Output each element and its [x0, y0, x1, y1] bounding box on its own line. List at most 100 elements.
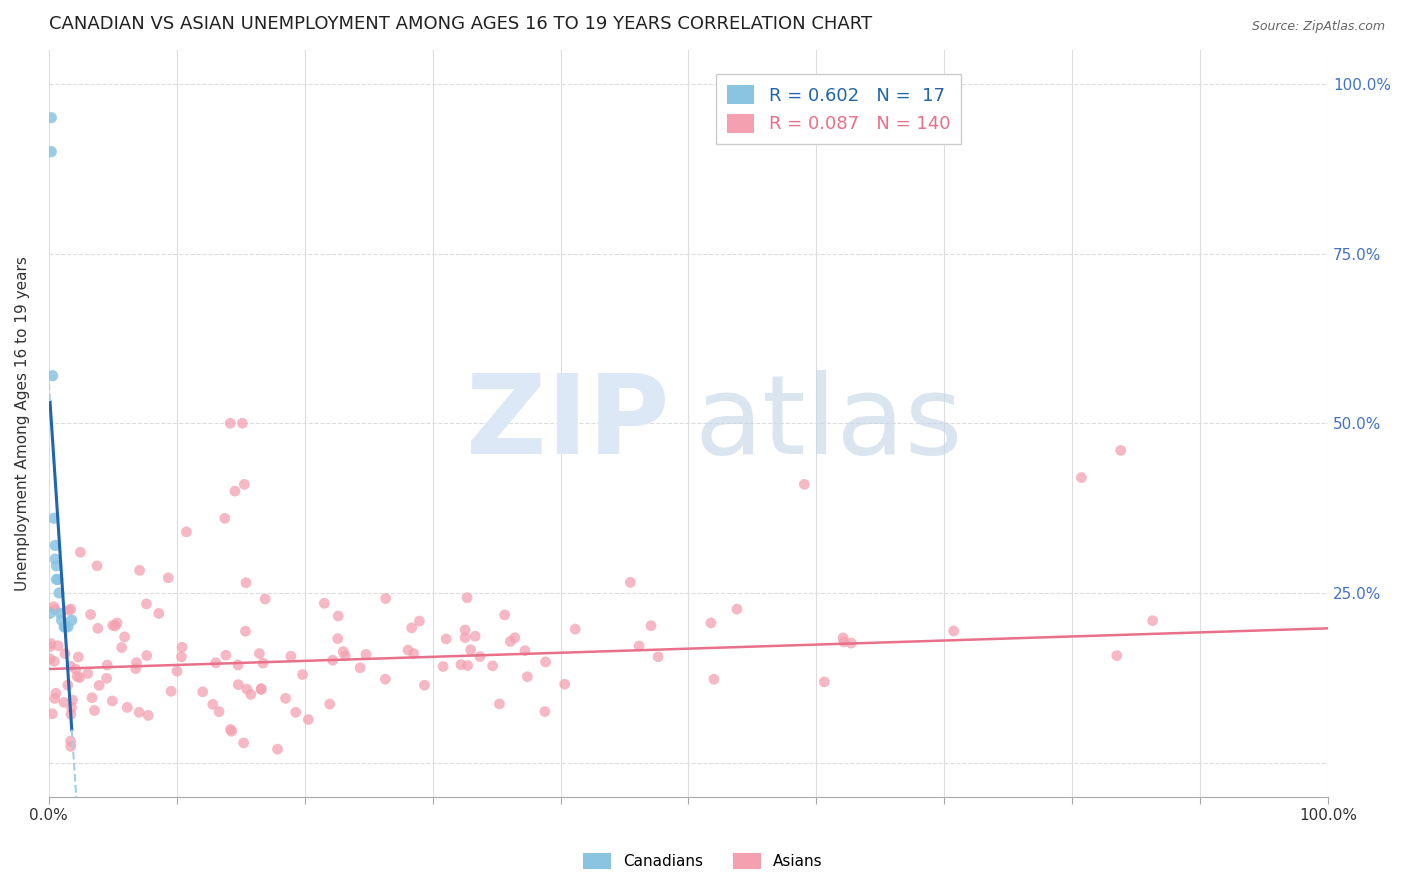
Point: [457, 658, 479, 673]
Point: [454, 623, 477, 637]
Point: [250, 681, 273, 696]
Point: [228, 678, 250, 692]
Point: [319, 697, 342, 711]
Point: [839, 636, 862, 650]
Point: [628, 639, 651, 653]
Point: [51, 613, 73, 627]
Point: [41, 368, 63, 383]
Point: [456, 591, 478, 605]
Point: [254, 592, 277, 607]
Point: [125, 662, 148, 676]
Point: [328, 609, 350, 624]
Point: [396, 643, 419, 657]
Point: [56, 678, 79, 692]
Point: [157, 571, 180, 585]
Point: [534, 705, 557, 719]
Point: [503, 631, 526, 645]
Point: [1070, 470, 1092, 484]
Point: [135, 597, 157, 611]
Point: [48, 586, 70, 600]
Point: [215, 648, 238, 663]
Point: [55, 620, 77, 634]
Point: [39, 145, 62, 159]
Point: [39, 640, 62, 654]
Point: [619, 575, 641, 590]
Point: [44, 539, 66, 553]
Point: [42, 511, 65, 525]
Point: [105, 615, 128, 630]
Point: [1142, 614, 1164, 628]
Point: [59, 602, 82, 616]
Point: [413, 678, 436, 692]
Point: [235, 575, 257, 590]
Y-axis label: Unemployment Among Ages 16 to 19 years: Unemployment Among Ages 16 to 19 years: [15, 256, 30, 591]
Point: [45, 686, 67, 700]
Point: [41, 706, 63, 721]
Point: [488, 697, 510, 711]
Point: [408, 614, 430, 628]
Point: [564, 622, 586, 636]
Point: [208, 705, 231, 719]
Point: [62, 693, 84, 707]
Point: [66, 669, 89, 683]
Point: [354, 648, 377, 662]
Point: [226, 658, 249, 673]
Point: [170, 649, 193, 664]
Text: Source: ZipAtlas.com: Source: ZipAtlas.com: [1251, 20, 1385, 33]
Point: [46, 639, 69, 653]
Point: [235, 624, 257, 639]
Point: [332, 644, 354, 658]
Point: [793, 477, 815, 491]
Point: [333, 648, 356, 663]
Point: [83, 704, 105, 718]
Point: [89, 678, 111, 692]
Point: [60, 613, 83, 627]
Point: [59, 739, 82, 754]
Point: [59, 734, 82, 748]
Point: [219, 723, 242, 737]
Point: [274, 691, 297, 706]
Point: [832, 635, 855, 649]
Point: [291, 667, 314, 681]
Point: [79, 607, 101, 622]
Point: [44, 602, 66, 616]
Point: [59, 659, 82, 673]
Point: [700, 615, 723, 630]
Point: [942, 624, 965, 638]
Point: [247, 647, 270, 661]
Point: [56, 620, 79, 634]
Point: [44, 654, 66, 668]
Point: [80, 690, 103, 705]
Point: [832, 631, 855, 645]
Point: [191, 685, 214, 699]
Point: [297, 713, 319, 727]
Point: [280, 649, 302, 664]
Point: [1109, 443, 1132, 458]
Point: [434, 632, 457, 646]
Text: ZIP: ZIP: [465, 370, 669, 476]
Point: [813, 674, 835, 689]
Point: [640, 618, 662, 632]
Point: [148, 607, 170, 621]
Point: [65, 662, 87, 676]
Point: [166, 664, 188, 678]
Text: CANADIAN VS ASIAN UNEMPLOYMENT AMONG AGES 16 TO 19 YEARS CORRELATION CHART: CANADIAN VS ASIAN UNEMPLOYMENT AMONG AGE…: [49, 15, 872, 33]
Point: [176, 524, 198, 539]
Point: [69, 545, 91, 559]
Point: [128, 706, 150, 720]
Point: [1105, 648, 1128, 663]
Point: [117, 700, 139, 714]
Point: [59, 707, 82, 722]
Point: [125, 656, 148, 670]
Point: [236, 682, 259, 697]
Point: [101, 618, 124, 632]
Point: [647, 649, 669, 664]
Point: [201, 698, 224, 712]
Point: [494, 607, 516, 622]
Point: [401, 621, 423, 635]
Point: [252, 656, 274, 670]
Point: [39, 636, 62, 650]
Point: [432, 659, 454, 673]
Point: [481, 658, 503, 673]
Point: [460, 642, 482, 657]
